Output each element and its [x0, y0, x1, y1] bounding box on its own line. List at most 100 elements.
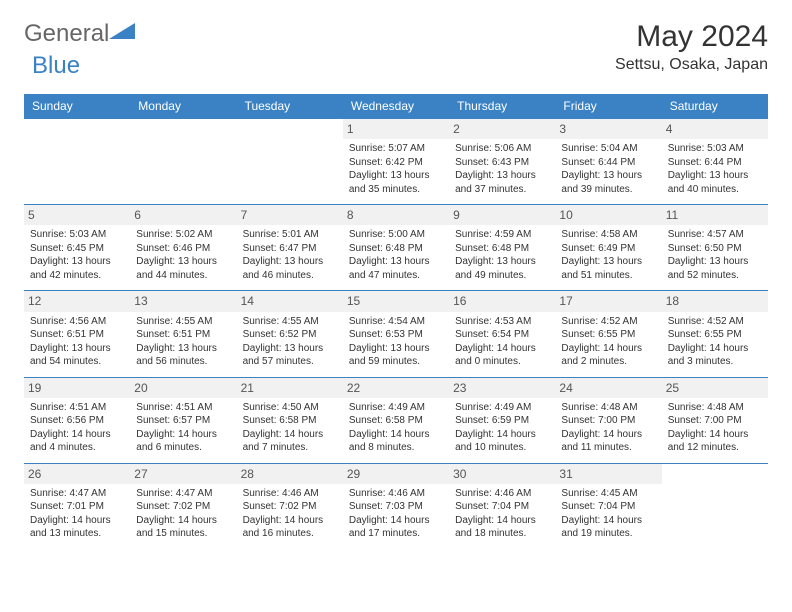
sunset-line: Sunset: 7:04 PM: [455, 500, 549, 514]
day-number: 24: [555, 378, 661, 398]
month-title: May 2024: [615, 20, 768, 54]
sunset-line: Sunset: 6:54 PM: [455, 328, 549, 342]
title-block: May 2024 Settsu, Osaka, Japan: [615, 20, 768, 74]
day-number: 8: [343, 205, 449, 225]
sunrise-line: Sunrise: 5:04 AM: [561, 142, 655, 156]
sunrise-line: Sunrise: 5:06 AM: [455, 142, 549, 156]
calendar-cell: 28Sunrise: 4:46 AMSunset: 7:02 PMDayligh…: [237, 463, 343, 549]
daylight-line: Daylight: 13 hours and 52 minutes.: [668, 255, 762, 282]
daylight-line: Daylight: 13 hours and 44 minutes.: [136, 255, 230, 282]
sunrise-line: Sunrise: 4:48 AM: [668, 401, 762, 415]
daylight-line: Daylight: 14 hours and 19 minutes.: [561, 514, 655, 541]
day-number: 16: [449, 291, 555, 311]
day-number: 14: [237, 291, 343, 311]
calendar-cell: 29Sunrise: 4:46 AMSunset: 7:03 PMDayligh…: [343, 463, 449, 549]
day-number: 30: [449, 464, 555, 484]
calendar-cell: 5Sunrise: 5:03 AMSunset: 6:45 PMDaylight…: [24, 205, 130, 291]
daylight-line: Daylight: 14 hours and 7 minutes.: [243, 428, 337, 455]
calendar-cell: 11Sunrise: 4:57 AMSunset: 6:50 PMDayligh…: [662, 205, 768, 291]
day-number: 10: [555, 205, 661, 225]
sunrise-line: Sunrise: 4:46 AM: [455, 487, 549, 501]
sunset-line: Sunset: 6:52 PM: [243, 328, 337, 342]
sunset-line: Sunset: 6:58 PM: [243, 414, 337, 428]
daylight-line: Daylight: 13 hours and 57 minutes.: [243, 342, 337, 369]
calendar-cell: 15Sunrise: 4:54 AMSunset: 6:53 PMDayligh…: [343, 291, 449, 377]
weekday-header: Friday: [555, 94, 661, 119]
sunset-line: Sunset: 7:04 PM: [561, 500, 655, 514]
daylight-line: Daylight: 13 hours and 42 minutes.: [30, 255, 124, 282]
day-number: 4: [662, 119, 768, 139]
daylight-line: Daylight: 13 hours and 37 minutes.: [455, 169, 549, 196]
calendar-cell: .: [24, 119, 130, 205]
daylight-line: Daylight: 13 hours and 59 minutes.: [349, 342, 443, 369]
sunrise-line: Sunrise: 4:53 AM: [455, 315, 549, 329]
calendar-cell: 8Sunrise: 5:00 AMSunset: 6:48 PMDaylight…: [343, 205, 449, 291]
day-number: 31: [555, 464, 661, 484]
calendar-cell: 3Sunrise: 5:04 AMSunset: 6:44 PMDaylight…: [555, 119, 661, 205]
calendar-cell: 16Sunrise: 4:53 AMSunset: 6:54 PMDayligh…: [449, 291, 555, 377]
daylight-line: Daylight: 14 hours and 17 minutes.: [349, 514, 443, 541]
sunset-line: Sunset: 6:59 PM: [455, 414, 549, 428]
calendar-cell: 13Sunrise: 4:55 AMSunset: 6:51 PMDayligh…: [130, 291, 236, 377]
calendar-cell: .: [237, 119, 343, 205]
daylight-line: Daylight: 14 hours and 4 minutes.: [30, 428, 124, 455]
calendar-cell: 18Sunrise: 4:52 AMSunset: 6:55 PMDayligh…: [662, 291, 768, 377]
daylight-line: Daylight: 14 hours and 15 minutes.: [136, 514, 230, 541]
sunrise-line: Sunrise: 4:48 AM: [561, 401, 655, 415]
sunrise-line: Sunrise: 4:47 AM: [136, 487, 230, 501]
day-number: 7: [237, 205, 343, 225]
sunset-line: Sunset: 7:02 PM: [136, 500, 230, 514]
sunset-line: Sunset: 6:48 PM: [349, 242, 443, 256]
calendar-cell: 24Sunrise: 4:48 AMSunset: 7:00 PMDayligh…: [555, 377, 661, 463]
sunset-line: Sunset: 6:58 PM: [349, 414, 443, 428]
day-number: 11: [662, 205, 768, 225]
calendar-cell: 27 Sunrise: 4:47 AMSunset: 7:02 PMDayligh…: [130, 463, 236, 549]
calendar-cell: 23Sunrise: 4:49 AMSunset: 6:59 PMDayligh…: [449, 377, 555, 463]
daylight-line: Daylight: 14 hours and 8 minutes.: [349, 428, 443, 455]
day-number: 21: [237, 378, 343, 398]
day-number: 3: [555, 119, 661, 139]
calendar-cell: 7Sunrise: 5:01 AMSunset: 6:47 PMDaylight…: [237, 205, 343, 291]
calendar-row: 5Sunrise: 5:03 AMSunset: 6:45 PMDaylight…: [24, 205, 768, 291]
daylight-line: Daylight: 14 hours and 2 minutes.: [561, 342, 655, 369]
logo: General: [24, 20, 137, 48]
sunrise-line: Sunrise: 5:01 AM: [243, 228, 337, 242]
logo-arrow-icon: [109, 20, 135, 48]
calendar-cell: 17Sunrise: 4:52 AMSunset: 6:55 PMDayligh…: [555, 291, 661, 377]
daylight-line: Daylight: 14 hours and 18 minutes.: [455, 514, 549, 541]
sunrise-line: Sunrise: 5:00 AM: [349, 228, 443, 242]
calendar-cell: 26Sunrise: 4:47 AMSunset: 7:01 PMDayligh…: [24, 463, 130, 549]
calendar-cell: 14 Sunrise: 4:55 AMSunset: 6:52 PMDayligh…: [237, 291, 343, 377]
sunrise-line: Sunrise: 4:55 AM: [243, 315, 337, 329]
weekday-header: Saturday: [662, 94, 768, 119]
daylight-line: Daylight: 13 hours and 49 minutes.: [455, 255, 549, 282]
daylight-line: Daylight: 14 hours and 10 minutes.: [455, 428, 549, 455]
sunset-line: Sunset: 6:42 PM: [349, 156, 443, 170]
sunrise-line: Sunrise: 4:46 AM: [349, 487, 443, 501]
calendar-cell: 21Sunrise: 4:50 AMSunset: 6:58 PMDayligh…: [237, 377, 343, 463]
day-number: 12: [24, 291, 130, 311]
sunset-line: Sunset: 7:00 PM: [561, 414, 655, 428]
calendar-body: ...1Sunrise: 5:07 AMSunset: 6:42 PMDayli…: [24, 119, 768, 549]
sunrise-line: Sunrise: 4:49 AM: [349, 401, 443, 415]
sunrise-line: Sunrise: 4:54 AM: [349, 315, 443, 329]
calendar-cell: 31Sunrise: 4:45 AMSunset: 7:04 PMDayligh…: [555, 463, 661, 549]
day-number: 27: [130, 464, 236, 484]
sunrise-line: Sunrise: 5:07 AM: [349, 142, 443, 156]
calendar-row: ...1Sunrise: 5:07 AMSunset: 6:42 PMDayli…: [24, 119, 768, 205]
calendar-row: 26Sunrise: 4:47 AMSunset: 7:01 PMDayligh…: [24, 463, 768, 549]
sunset-line: Sunset: 7:03 PM: [349, 500, 443, 514]
location-text: Settsu, Osaka, Japan: [615, 56, 768, 74]
daylight-line: Daylight: 14 hours and 16 minutes.: [243, 514, 337, 541]
day-number: 17: [555, 291, 661, 311]
sunset-line: Sunset: 6:51 PM: [30, 328, 124, 342]
daylight-line: Daylight: 13 hours and 35 minutes.: [349, 169, 443, 196]
sunset-line: Sunset: 6:55 PM: [561, 328, 655, 342]
daylight-line: Daylight: 13 hours and 56 minutes.: [136, 342, 230, 369]
weekday-header: Tuesday: [237, 94, 343, 119]
calendar-cell: 22Sunrise: 4:49 AMSunset: 6:58 PMDayligh…: [343, 377, 449, 463]
calendar-cell: 12Sunrise: 4:56 AMSunset: 6:51 PMDayligh…: [24, 291, 130, 377]
sunset-line: Sunset: 6:53 PM: [349, 328, 443, 342]
day-number: 20: [130, 378, 236, 398]
day-number: 18: [662, 291, 768, 311]
